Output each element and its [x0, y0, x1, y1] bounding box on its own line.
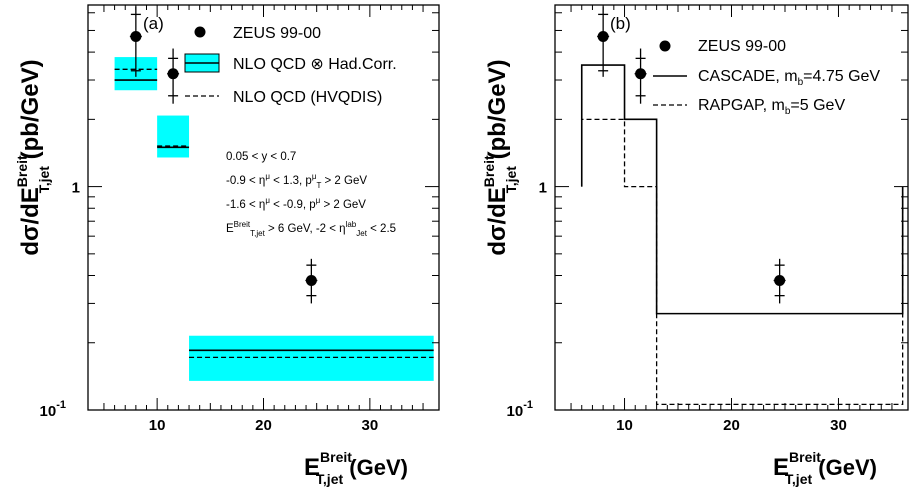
- kinematic-cut-part: E: [226, 223, 234, 235]
- data-point: [774, 274, 786, 286]
- kinematic-cut-part: < 1.3, p: [270, 175, 312, 187]
- chart-panel-a: 10 20 30 1 10-1 dσ/dEBreit T,jet (pb/GeV) EBrei…: [14, 4, 440, 487]
- kinematic-cut-part: lab: [346, 220, 357, 229]
- kinematic-cut-part: < 2.5: [367, 223, 396, 235]
- kinematic-cut-part: T,jet: [250, 229, 265, 238]
- kinematic-cut-part: T: [316, 181, 321, 190]
- legend-label: NLO QCD ⊗ Had.Corr.: [233, 56, 397, 73]
- panel-label: (b): [610, 14, 631, 33]
- chart-panel-b: 10 20 30 1 10-1 dσ/dEBreit T,jet (pb/GeV) EBrei…: [481, 4, 909, 487]
- x-axis-label: EBreit T,jet (GeV): [304, 449, 408, 487]
- kinematic-cut: -1.6 < ημ < -0.9, pμ > 2 GeV: [226, 196, 366, 211]
- x-tick-label: 30: [362, 417, 379, 434]
- x-tick-label: 10: [149, 417, 166, 434]
- data-point: [635, 68, 647, 80]
- legend-label: NLO QCD (HVQDIS): [233, 89, 382, 106]
- legend-marker: [659, 40, 671, 52]
- y-tick-label: 1: [72, 180, 80, 197]
- kinematic-cut-part: > 2 GeV: [321, 175, 367, 187]
- x-tick-label: 10: [616, 417, 633, 434]
- y-tick-label: 10-1: [40, 399, 66, 420]
- y-axis-label: dσ/dEBreit T,jet (pb/GeV): [14, 59, 52, 255]
- kinematic-cut-part: Breit: [234, 220, 251, 229]
- x-axis-label: EBreit T,jet (GeV): [773, 449, 877, 487]
- kinematic-cut-part: -1.6 < η: [226, 199, 265, 211]
- legend-marker: [194, 26, 206, 38]
- kinematic-cut-part: 0.05 < y < 0.7: [226, 151, 296, 163]
- theory-band: [157, 115, 190, 158]
- data-point: [305, 274, 317, 286]
- data-point: [130, 30, 142, 42]
- y-axis-label: dσ/dEBreit T,jet (pb/GeV): [481, 59, 519, 255]
- theory-band: [189, 335, 434, 381]
- kinematic-cut: -0.9 < ημ < 1.3, pμT > 2 GeV: [226, 172, 367, 190]
- theory-line: [580, 64, 904, 315]
- kinematic-cut-part: Jet: [356, 229, 367, 238]
- y-tick-label: 1: [539, 180, 547, 197]
- kinematic-cut: EBreitT,jet > 6 GeV, -2 < ηlabJet < 2.5: [226, 220, 396, 238]
- data-point: [597, 30, 609, 42]
- kinematic-cut-part: μ: [265, 196, 270, 205]
- kinematic-cut-part: μ: [265, 172, 270, 181]
- x-tick-label: 20: [255, 417, 272, 434]
- kinematic-cut-part: > 6 GeV, -2 < η: [265, 223, 346, 235]
- kinematic-cut-part: > 2 GeV: [320, 199, 366, 211]
- legend-label: ZEUS 99-00: [698, 38, 786, 55]
- legend-label: RAPGAP, mb=5 GeV: [698, 97, 845, 117]
- legend-label: ZEUS 99-00: [233, 25, 321, 42]
- kinematic-cut: 0.05 < y < 0.7: [226, 151, 296, 163]
- kinematic-cut-part: < -0.9, p: [270, 199, 316, 211]
- theory-line: [581, 118, 904, 405]
- y-tick-label: 10-1: [507, 399, 533, 420]
- x-tick-label: 30: [830, 417, 847, 434]
- kinematic-cut-part: -0.9 < η: [226, 175, 265, 187]
- kinematic-cut-part: μ: [316, 196, 321, 205]
- panel-label: (a): [143, 14, 164, 33]
- kinematic-cut-part: μ: [312, 172, 317, 181]
- data-point: [167, 68, 179, 80]
- legend-label: CASCADE, mb=4.75 GeV: [698, 68, 880, 88]
- x-tick-label: 20: [723, 417, 740, 434]
